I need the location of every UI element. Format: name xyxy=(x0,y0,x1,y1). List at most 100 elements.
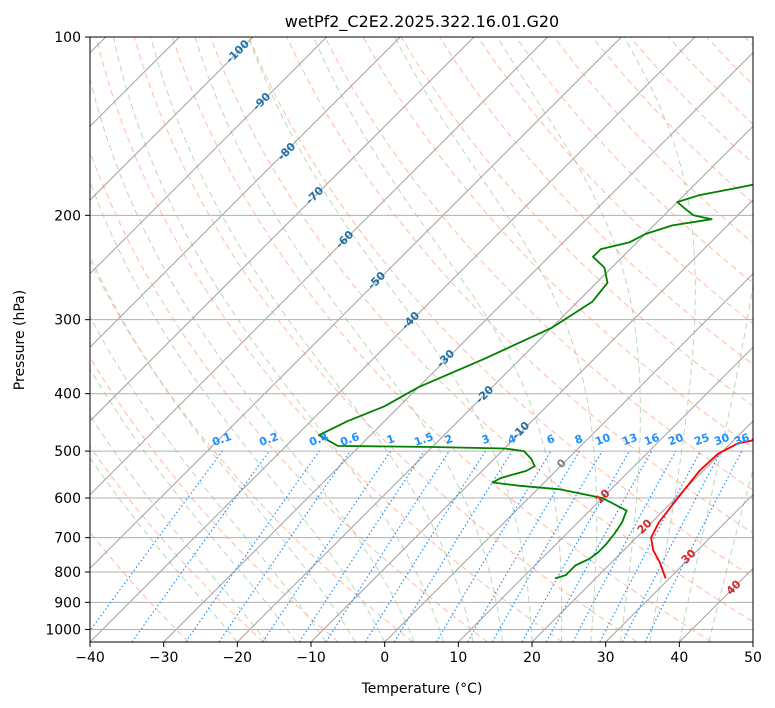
x-tick-label-1: −30 xyxy=(149,650,179,666)
isotherms xyxy=(90,37,753,642)
x-tick-label-6: 20 xyxy=(523,650,541,666)
mixing-ratio-label-8: 8 xyxy=(573,432,585,447)
y-tick-label-200: 200 xyxy=(54,208,81,224)
isotherm--80 xyxy=(90,37,401,349)
isotherm-10 xyxy=(457,346,753,642)
moist-adiabat-28 xyxy=(394,37,598,642)
y-tick-label-1000: 1000 xyxy=(45,622,81,638)
temperature-line xyxy=(650,437,753,579)
x-axis-ticks: −40 −30 −20 −10 0 10 20 30 40 50 xyxy=(75,642,762,666)
moist-adiabat--8 xyxy=(90,315,327,642)
mixing-ratio-label-1: 1 xyxy=(385,432,397,447)
mixing-ratio-label-3: 3 xyxy=(480,432,492,447)
y-tick-label-500: 500 xyxy=(54,444,81,460)
dry-adiabat--10 xyxy=(90,356,339,642)
moist-adiabat--16 xyxy=(90,414,268,642)
dewpoint-line xyxy=(318,183,753,580)
mixing-ratio-label-1.5: 1.5 xyxy=(412,430,435,449)
isotherm-20 xyxy=(531,420,753,642)
dry-adiabat-80 xyxy=(324,37,753,491)
mixing-ratio-line-1.5 xyxy=(298,450,425,642)
mixing-ratio-line-1 xyxy=(262,450,392,642)
isotherm--90 xyxy=(90,37,328,275)
moist-adiabat-4 xyxy=(90,76,415,642)
isotherm--20 xyxy=(236,125,753,642)
isotherm-30 xyxy=(605,493,753,642)
mixing-ratio-label-16: 16 xyxy=(642,431,661,449)
x-tick-label-8: 40 xyxy=(670,650,688,666)
mixing-ratio-line-13 xyxy=(521,450,631,642)
isobars xyxy=(90,37,753,630)
mixing-ratio-label-6: 6 xyxy=(545,432,557,447)
x-tick-label-2: −20 xyxy=(223,650,253,666)
mixing-ratio-label-4: 4 xyxy=(506,432,518,447)
dry-adiabat-20 xyxy=(95,37,563,642)
mixing-ratio-line-4 xyxy=(393,450,513,642)
y-tick-label-600: 600 xyxy=(54,491,81,507)
mixing-ratio-label-10: 10 xyxy=(593,431,612,449)
x-tick-label-0: −40 xyxy=(75,650,105,666)
dry-adiabat-60 xyxy=(248,37,753,578)
moist-adiabat-32 xyxy=(496,37,641,642)
mixing-ratio-line-20 xyxy=(572,450,677,642)
isotherm--10 xyxy=(310,199,753,642)
mixing-ratio-line-16 xyxy=(545,450,653,642)
y-tick-label-400: 400 xyxy=(54,387,81,403)
mixing-ratio-line-0.1 xyxy=(90,450,223,632)
y-axis-ticks: 100 200 300 400 500 600 700 800 900 1000 xyxy=(45,30,90,638)
dry-adiabat--20 xyxy=(90,445,264,642)
isotherm--70 xyxy=(90,37,475,422)
plot-frame xyxy=(89,36,754,643)
y-tick-label-300: 300 xyxy=(54,313,81,329)
y-tick-label-700: 700 xyxy=(54,531,81,547)
sounding-series xyxy=(318,183,753,580)
mixing-ratio-label-13: 13 xyxy=(620,431,639,448)
x-tick-label-9: 50 xyxy=(744,650,762,666)
mixing-ratio-line-0.4 xyxy=(185,450,320,642)
moist-adiabat-20 xyxy=(247,37,533,642)
mixing-ratio-line-0.6 xyxy=(218,450,351,642)
moist-adiabat-24 xyxy=(313,37,563,642)
mixing-ratio-line-2 xyxy=(325,450,450,642)
moist-adiabats xyxy=(90,37,753,642)
dry-adiabat-0 xyxy=(90,259,414,642)
dry-adiabat-40 xyxy=(171,37,712,642)
mixing-ratio-line-36 xyxy=(644,450,743,642)
plot-area: -100-90-80-70-60-50-40-30-20-10010203040… xyxy=(90,37,753,642)
isotherm--30 xyxy=(163,51,753,642)
dry-adiabat-130 xyxy=(515,37,753,284)
mixing-ratio-label-0.6: 0.6 xyxy=(338,430,361,449)
x-tick-label-7: 30 xyxy=(597,650,615,666)
x-tick-label-4: 0 xyxy=(380,650,389,666)
moist-adiabat--20 xyxy=(90,457,238,642)
isotherm--50 xyxy=(90,37,622,570)
mixing-ratio-label-25: 25 xyxy=(692,431,711,448)
dry-adiabat-30 xyxy=(133,37,638,642)
y-tick-label-100: 100 xyxy=(54,30,81,46)
mixing-ratio-line-0.2 xyxy=(131,450,270,642)
mixing-ratio-label-30: 30 xyxy=(712,431,731,449)
mixing-ratio-label-20: 20 xyxy=(666,431,685,449)
isotherm--60 xyxy=(90,37,549,496)
mixing-ratio-label-0.4: 0.4 xyxy=(307,430,330,449)
x-tick-label-5: 10 xyxy=(449,650,467,666)
moist-adiabat-16 xyxy=(194,37,503,642)
isotherm--100 xyxy=(90,37,254,201)
y-tick-label-900: 900 xyxy=(54,595,81,611)
mixing-ratio-label-36: 36 xyxy=(732,431,751,449)
moist-adiabat-8 xyxy=(112,37,445,642)
dry-adiabat-50 xyxy=(210,37,753,623)
mixing-ratio-label-0.2: 0.2 xyxy=(257,430,280,449)
mixing-ratio-label-2: 2 xyxy=(443,432,455,447)
mixing-ratio-label-0.1: 0.1 xyxy=(210,430,233,449)
x-tick-label-3: −10 xyxy=(296,650,326,666)
moist-adiabat-44 xyxy=(708,467,753,642)
isotherm-0 xyxy=(384,272,753,642)
mixing-ratio-lines xyxy=(90,450,743,642)
moist-adiabat--12 xyxy=(90,367,297,642)
moist-adiabat--4 xyxy=(90,254,356,642)
moist-adiabat-36 xyxy=(623,37,696,642)
y-tick-label-800: 800 xyxy=(54,565,81,581)
